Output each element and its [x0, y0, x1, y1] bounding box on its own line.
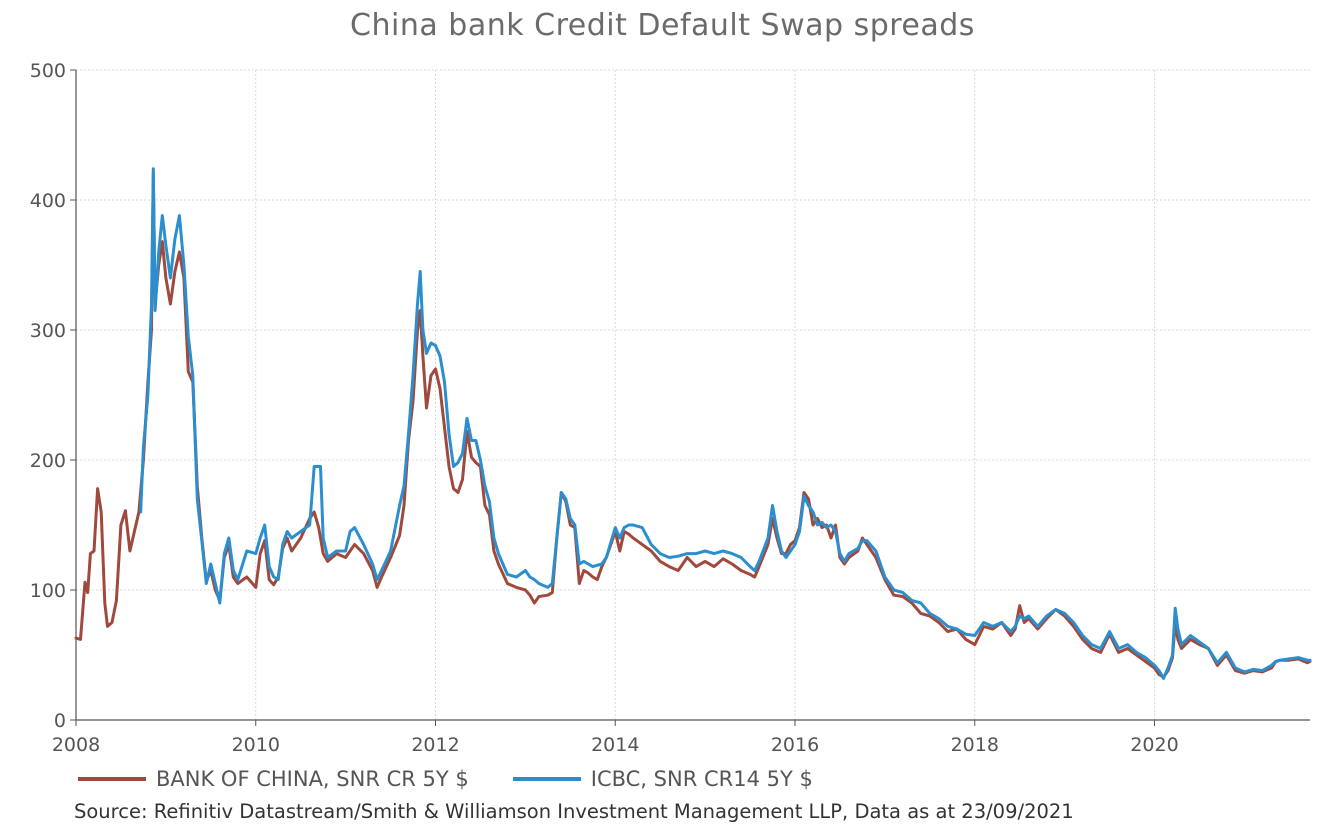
legend-swatch-bank-of-china	[78, 777, 146, 781]
legend: BANK OF CHINA, SNR CR 5Y $ ICBC, SNR CR1…	[78, 766, 857, 792]
y-tick-label: 300	[30, 320, 66, 342]
legend-swatch-icbc	[512, 777, 581, 781]
legend-item-icbc: ICBC, SNR CR14 5Y $	[512, 767, 813, 791]
series-lines	[74, 167, 1312, 680]
x-tick-label: 2012	[411, 734, 459, 756]
legend-label-icbc: ICBC, SNR CR14 5Y $	[590, 767, 813, 791]
legend-label-bank-of-china: BANK OF CHINA, SNR CR 5Y $	[156, 767, 469, 791]
y-tick-label: 0	[54, 710, 66, 732]
y-tick-label: 400	[30, 190, 66, 212]
x-tick-label: 2018	[951, 734, 999, 756]
axes: 0 100 200 300 400 500 2008 2010 2012 2014 2016 2018…	[30, 60, 1310, 756]
x-tick-label: 2008	[52, 734, 100, 756]
series-line-bank-of-china	[74, 172, 1312, 679]
x-tick-label: 2010	[232, 734, 280, 756]
legend-item-bank-of-china: BANK OF CHINA, SNR CR 5Y $	[78, 767, 469, 791]
y-tick-label: 100	[30, 580, 66, 602]
y-tick-label: 500	[30, 60, 66, 82]
source-note: Source: Refinitiv Datastream/Smith & Wil…	[74, 800, 1074, 823]
chart-title: China bank Credit Default Swap spreads	[350, 8, 975, 43]
x-tick-label: 2014	[591, 734, 639, 756]
series-line-icbc	[139, 167, 1312, 680]
gridlines	[76, 69, 1310, 720]
x-tick-label: 2020	[1130, 734, 1178, 756]
x-tick-label: 2016	[771, 734, 819, 756]
y-tick-label: 200	[30, 450, 66, 472]
